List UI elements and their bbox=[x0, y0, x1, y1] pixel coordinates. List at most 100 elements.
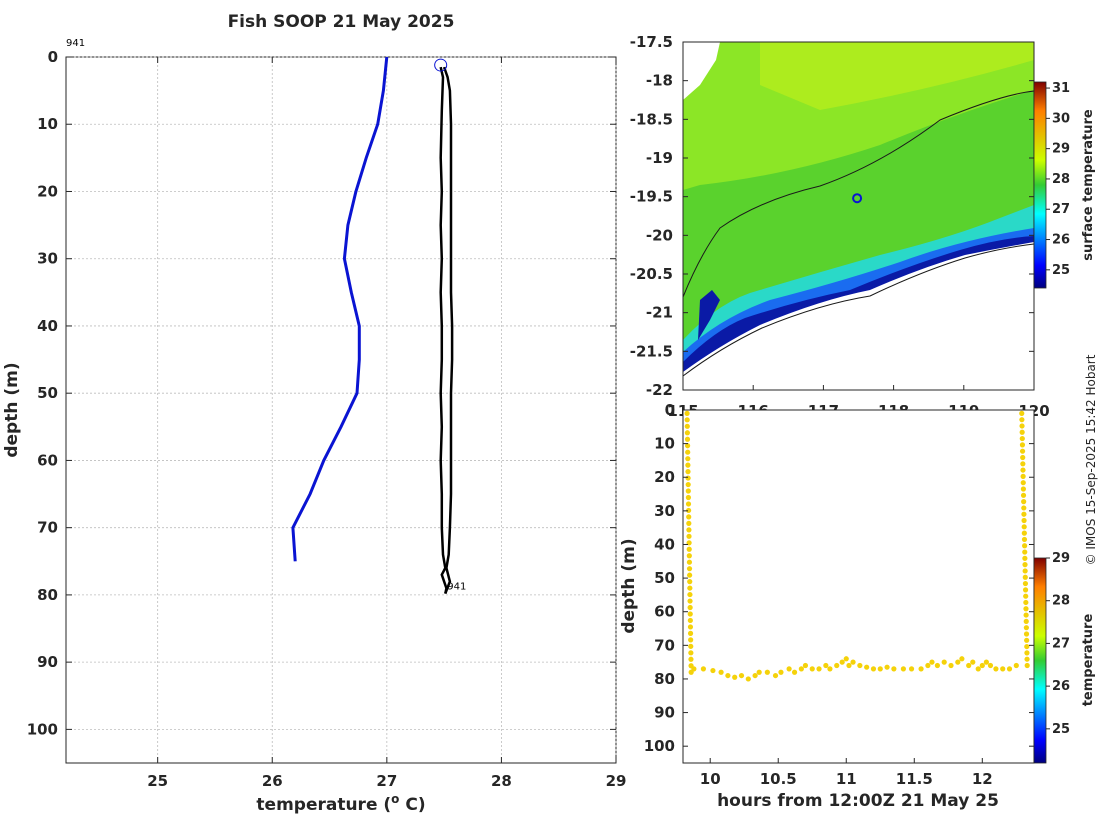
profile-start-marker bbox=[434, 58, 448, 72]
time-depth-point bbox=[929, 659, 935, 665]
time-depth-x-tick-label: 11 bbox=[836, 770, 857, 788]
time-depth-point bbox=[686, 546, 692, 552]
time-depth-point bbox=[1021, 536, 1028, 543]
sst-colorbar-tick-label: 31 bbox=[1052, 81, 1070, 96]
time-depth-point bbox=[685, 481, 691, 488]
temperature-colorbar-tick-label: 25 bbox=[1052, 722, 1070, 737]
temperature-colorbar bbox=[1033, 557, 1047, 764]
time-depth-point bbox=[786, 666, 792, 672]
time-depth-point bbox=[839, 659, 845, 665]
time-depth-point bbox=[857, 662, 863, 669]
temperature-colorbar-tick-label: 26 bbox=[1052, 679, 1070, 694]
profile-y-tick-label: 90 bbox=[37, 653, 58, 671]
time-depth-point bbox=[688, 656, 694, 662]
map-y-tick-label: -18 bbox=[646, 72, 673, 90]
time-depth-point bbox=[1020, 492, 1027, 498]
imos-credit: © IMOS 15-Sep-2025 15:42 Hobart bbox=[1084, 354, 1098, 565]
profile-label-bottom: 941 bbox=[447, 582, 466, 593]
time-depth-point bbox=[948, 662, 954, 669]
time-depth-point bbox=[685, 501, 692, 507]
time-depth-point bbox=[684, 443, 691, 449]
time-depth-point bbox=[1024, 656, 1030, 662]
time-depth-point bbox=[686, 566, 693, 572]
map-y-tick-label: -21 bbox=[646, 304, 673, 322]
time-depth-plot-area bbox=[682, 409, 1035, 764]
time-depth-point bbox=[975, 666, 981, 672]
time-depth-point bbox=[756, 669, 762, 675]
time-depth-point bbox=[934, 662, 941, 669]
profile-x-tick-label: 27 bbox=[376, 772, 397, 790]
profile-y-tick-label: 100 bbox=[27, 720, 58, 738]
sst-colorbar-tick-label: 28 bbox=[1052, 172, 1070, 187]
time-depth-y-tick-label: 20 bbox=[654, 468, 675, 486]
time-depth-point bbox=[983, 659, 989, 665]
time-depth-point bbox=[1019, 435, 1025, 442]
profile-y-ticks: 0 10 20 30 40 50 60 70 80 90 100 bbox=[27, 48, 616, 738]
time-depth-point bbox=[834, 662, 840, 669]
time-depth-point bbox=[1020, 480, 1026, 486]
time-depth-point bbox=[686, 553, 692, 559]
temperature-colorbar-tick-label: 27 bbox=[1052, 636, 1070, 651]
time-depth-point bbox=[1021, 517, 1027, 524]
time-depth-x-tick-label: 10.5 bbox=[760, 770, 797, 788]
time-depth-point bbox=[1023, 612, 1029, 618]
profile-y-tick-label: 10 bbox=[37, 115, 58, 133]
profile-x-tick-label: 29 bbox=[606, 772, 627, 790]
sst-colorbar-tick-label: 26 bbox=[1052, 233, 1070, 248]
time-depth-point bbox=[1022, 562, 1028, 568]
time-depth-point bbox=[738, 672, 745, 679]
time-depth-point bbox=[686, 514, 692, 520]
time-depth-point bbox=[1019, 442, 1026, 448]
profile-y-tick-label: 50 bbox=[37, 384, 58, 402]
sst-colorbar-tick-label: 25 bbox=[1052, 263, 1070, 278]
map-location-marker bbox=[852, 193, 863, 204]
time-depth-point bbox=[1019, 417, 1025, 423]
time-depth-point bbox=[687, 624, 694, 630]
time-depth-y-tick-label: 30 bbox=[654, 502, 675, 520]
profile-y-tick-label: 80 bbox=[37, 586, 58, 604]
map-y-tick-label: -17.5 bbox=[630, 33, 673, 51]
profile-x-ticks: 25 26 27 28 29 bbox=[147, 57, 626, 790]
profile-panel: Fish SOOP 21 May 2025 25 26 27 28 29 0 10 20 30… bbox=[2, 12, 626, 815]
time-depth-point bbox=[1019, 410, 1025, 416]
map-y-tick-label: -19.5 bbox=[630, 188, 673, 206]
time-depth-y-tick-label: 0 bbox=[665, 401, 675, 419]
time-depth-point bbox=[685, 475, 691, 481]
time-depth-point bbox=[941, 659, 947, 665]
time-depth-y-tick-label: 10 bbox=[654, 435, 675, 453]
time-depth-point bbox=[850, 659, 856, 665]
profile-y-tick-label: 70 bbox=[37, 519, 58, 537]
time-depth-point bbox=[1019, 429, 1025, 435]
time-depth-point bbox=[687, 604, 693, 611]
time-depth-point bbox=[687, 591, 693, 598]
map-y-tick-label: -18.5 bbox=[630, 110, 673, 128]
sst-map-panel: 115116117118119120 -17.5-18-18.5-19-19.5… bbox=[630, 33, 1096, 420]
time-depth-point bbox=[687, 572, 693, 578]
time-depth-point bbox=[687, 630, 694, 636]
time-depth-point bbox=[686, 520, 692, 526]
time-depth-point bbox=[908, 666, 915, 672]
temperature-colorbar-label: temperature bbox=[1081, 614, 1096, 707]
time-depth-point bbox=[684, 423, 690, 429]
time-depth-point bbox=[1019, 448, 1026, 454]
sst-colorbar-label: surface temperature bbox=[1081, 109, 1096, 261]
profile-x-tick-label: 28 bbox=[491, 772, 512, 790]
time-depth-point bbox=[685, 494, 692, 501]
time-depth-point bbox=[685, 449, 691, 455]
time-depth-point bbox=[725, 672, 731, 679]
time-depth-point bbox=[1022, 587, 1029, 593]
time-depth-point bbox=[1024, 662, 1030, 669]
time-depth-point bbox=[1021, 524, 1027, 530]
profile-plot-area bbox=[65, 56, 617, 764]
time-depth-point bbox=[918, 666, 924, 672]
time-depth-point bbox=[1022, 549, 1028, 555]
time-depth-point bbox=[925, 662, 931, 669]
time-depth-point bbox=[955, 659, 961, 665]
time-depth-point bbox=[816, 666, 822, 672]
time-depth-point bbox=[778, 669, 784, 675]
temperature-colorbar-tick-label: 29 bbox=[1052, 551, 1070, 566]
time-depth-point bbox=[688, 650, 694, 656]
time-depth-point bbox=[1021, 499, 1027, 505]
time-depth-point bbox=[970, 659, 976, 665]
